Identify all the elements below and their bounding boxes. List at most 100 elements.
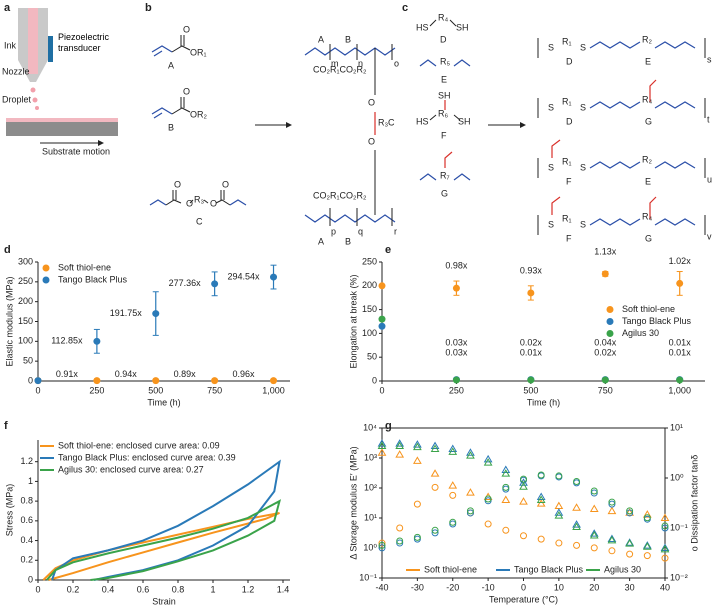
storage-marker xyxy=(377,448,387,456)
storage-marker xyxy=(572,503,581,511)
legend-label: Tango Black Plus: enclosed curve area: 0… xyxy=(58,452,236,462)
point xyxy=(270,377,278,385)
transducer-label: Piezoelectric transducer xyxy=(58,32,110,53)
label: S xyxy=(548,219,554,229)
tan-delta-marker xyxy=(502,483,510,491)
x-tick-label: 0 xyxy=(35,385,40,395)
point-label: 1.13x xyxy=(594,246,617,256)
label: Nozzle xyxy=(2,66,30,76)
y-tick-label: 150 xyxy=(362,304,377,314)
storage-marker xyxy=(519,497,528,505)
storage-marker xyxy=(430,441,440,450)
label: G xyxy=(645,116,652,126)
label: D xyxy=(440,34,447,44)
y-tick-label: 200 xyxy=(362,280,377,290)
panel-letter: a xyxy=(4,2,11,14)
label: OR₁ xyxy=(190,47,207,57)
y-tick-label: 100 xyxy=(18,336,33,346)
tan-delta-marker xyxy=(626,550,634,558)
x-tick-label: 500 xyxy=(523,385,538,395)
point-label: 0.89x xyxy=(174,369,197,379)
storage-marker xyxy=(660,543,670,551)
x-tick-label: 0.6 xyxy=(137,584,150,594)
tan-delta-marker xyxy=(608,547,616,555)
y-tick-label: 10³ xyxy=(364,452,377,462)
legend-label: Soft thiol-ene xyxy=(424,564,477,574)
point xyxy=(270,273,278,281)
reagents-c xyxy=(419,19,706,235)
storage-marker xyxy=(448,481,458,489)
point-label: 0.03x xyxy=(445,337,468,347)
tan-delta-marker xyxy=(573,478,581,486)
label: S xyxy=(548,102,554,112)
label: R₁ xyxy=(562,36,572,46)
legend-label: Agilus 30 xyxy=(622,328,659,338)
label: A xyxy=(318,34,324,44)
storage-marker xyxy=(589,504,599,512)
label: SH xyxy=(458,116,471,126)
storage-marker xyxy=(536,492,546,501)
x-axis-label: Temperature (°C) xyxy=(489,594,558,604)
x-tick-label: -20 xyxy=(446,582,459,592)
storage-marker xyxy=(413,440,422,448)
label: A xyxy=(168,60,174,70)
ink xyxy=(28,8,38,74)
point-label: 0.01x xyxy=(520,347,543,357)
storage-marker xyxy=(589,529,599,537)
label: G xyxy=(441,188,448,198)
label: R₂ xyxy=(642,154,652,164)
storage-marker xyxy=(395,450,405,458)
storage-marker xyxy=(466,448,475,456)
tan-delta-marker xyxy=(413,500,421,508)
x-tick-label: -40 xyxy=(375,582,388,592)
legend-label: Tango Black Plus xyxy=(514,564,584,574)
x-tick-label: -10 xyxy=(482,582,495,592)
tan-delta-marker xyxy=(537,535,545,543)
legend-label: Agilus 30 xyxy=(604,564,641,574)
tan-delta-marker xyxy=(378,544,386,552)
storage-marker xyxy=(448,444,458,452)
label: R₅ xyxy=(440,56,450,66)
point-label: 0.01x xyxy=(669,347,692,357)
y-tick-label: 200 xyxy=(18,296,33,306)
label: o xyxy=(394,58,399,68)
legend-label: Soft thiol-ene xyxy=(58,262,111,272)
label: S xyxy=(580,102,586,112)
panel-letter: g xyxy=(385,420,392,432)
atom: O xyxy=(174,179,181,189)
storage-marker xyxy=(607,506,617,515)
x-tick-label: 250 xyxy=(89,385,104,395)
label: E xyxy=(645,56,651,66)
label: r xyxy=(394,226,397,236)
storage-marker xyxy=(501,469,511,477)
point-label: 0.93x xyxy=(520,265,543,275)
storage-marker xyxy=(660,513,670,521)
tan-delta-marker xyxy=(502,526,510,534)
label: E xyxy=(645,176,651,186)
label: m xyxy=(331,58,339,68)
x-tick-label: 1,000 xyxy=(668,385,691,395)
storage-marker xyxy=(483,454,493,463)
y-tick-label: 0.6 xyxy=(20,515,33,525)
storage-marker xyxy=(572,522,581,531)
legend-marker xyxy=(42,276,50,284)
storage-marker xyxy=(430,444,440,452)
label: R₁ xyxy=(562,96,572,106)
point xyxy=(601,270,609,278)
storage-marker xyxy=(519,478,528,486)
storage-marker xyxy=(642,541,652,549)
x-tick-label: 10 xyxy=(554,582,564,592)
tan-delta-marker xyxy=(537,471,545,479)
point-label: 1.02x xyxy=(669,256,692,266)
atom: O xyxy=(210,198,217,208)
point-label: 0.03x xyxy=(445,347,468,357)
tan-delta-marker xyxy=(643,514,651,522)
storage-marker xyxy=(483,458,493,466)
atom: O xyxy=(368,97,375,107)
label: G xyxy=(645,233,652,243)
label: CO₂R₁CO₂R₂ xyxy=(313,190,367,200)
label: C xyxy=(388,117,395,127)
label: CO₂R₁CO₂R₂ xyxy=(313,64,367,74)
y-tick-label: 0.8 xyxy=(20,496,33,506)
point xyxy=(152,377,160,385)
